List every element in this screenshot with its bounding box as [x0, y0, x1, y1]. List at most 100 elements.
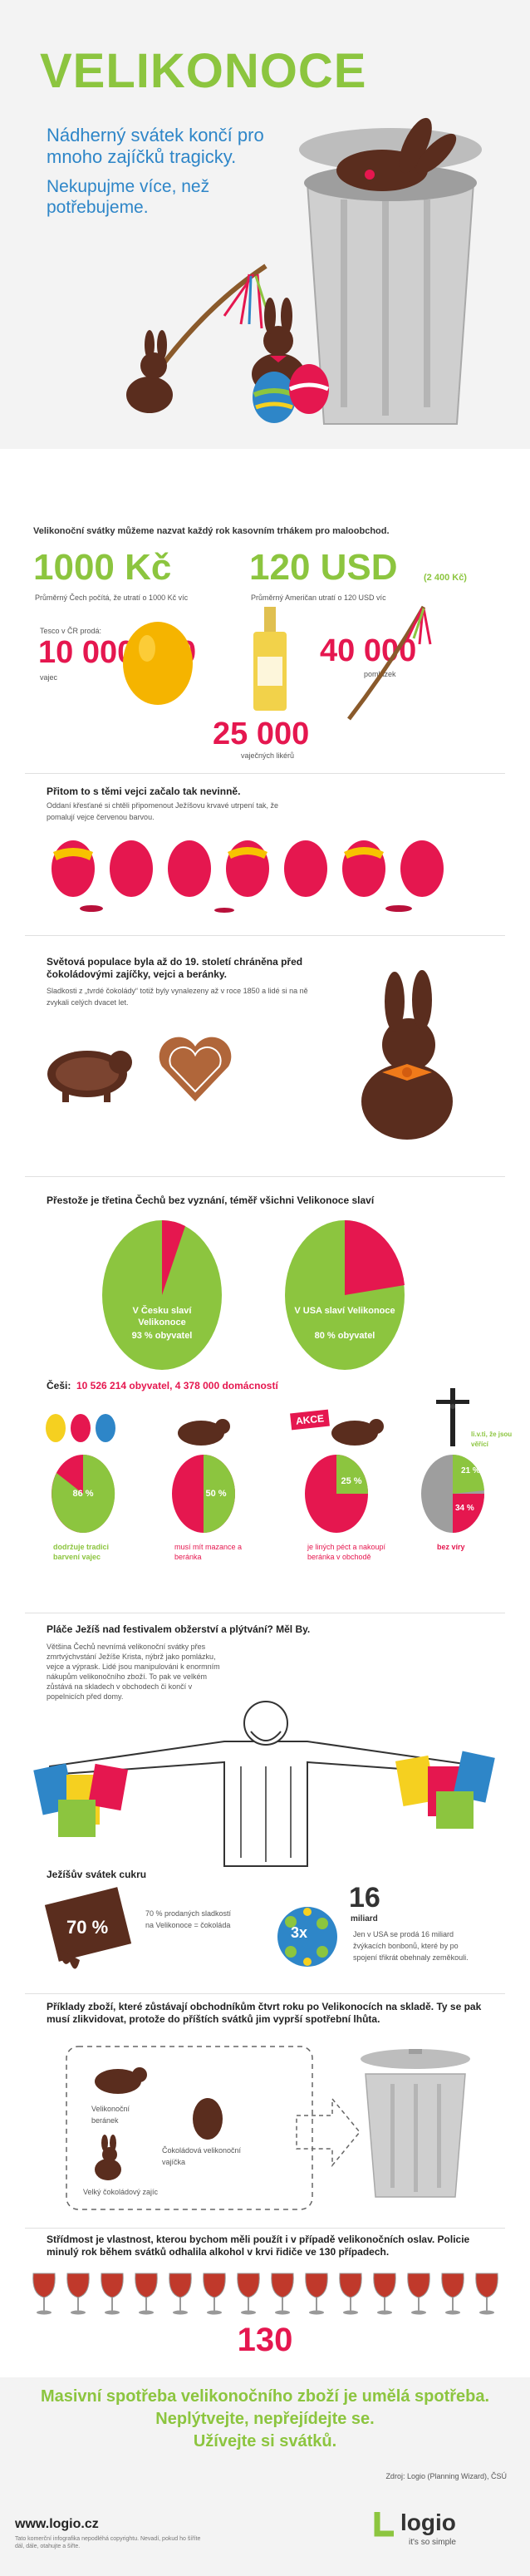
- chocolate-lamb-icon: [331, 1419, 384, 1446]
- history-text: Oddaní křesťané si chtěli připomenout Je…: [47, 801, 279, 821]
- hero-section: VELIKONOCE Nádherný svátek končí pro mno…: [0, 0, 530, 449]
- history-section: Přitom to s těmi vejci začalo tak nevinn…: [0, 781, 530, 935]
- us-religion-label: V USA slaví Velikonoce: [294, 1306, 395, 1316]
- small-eggs-icon: [46, 1414, 115, 1442]
- yellow-egg-icon: [123, 622, 193, 705]
- footer-disclaimer: Tato komerční infografika nepodléhá copy…: [15, 2536, 201, 2549]
- pct-bake-mazanec: 50 %: [205, 1489, 227, 1499]
- waste-bunny-label: Velký čokoládový zajíc: [83, 2188, 159, 2196]
- chocolate-bunny-icon: [361, 970, 453, 1140]
- cz-religion-label: V Česku slaví Velikonoce: [132, 1306, 192, 1327]
- alcohol-section: Střídmost je vlastnost, kterou bychom mě…: [0, 2232, 530, 2369]
- choc-text: 70 % prodaných sladkostí na Velikonoce =…: [145, 1909, 232, 1929]
- chocolate-lamb-icon: [95, 2067, 147, 2094]
- chocolate-lamb-icon: [178, 1419, 230, 1446]
- tesco-label: Tesco v ČR prodá:: [40, 627, 102, 635]
- egg-pie-us: [285, 1219, 405, 1370]
- sugar-section: Ježíšův svátek cukru 70 % 70 % prodaných…: [0, 1862, 530, 2012]
- chocolate-bunny-icon: [126, 330, 173, 413]
- trash-can-icon: [299, 117, 482, 425]
- whip-icon: [347, 605, 432, 721]
- wine-glass-icon: [407, 2273, 430, 2315]
- chocolate-lamb-icon: [47, 1051, 132, 1102]
- whips-value: 40 000: [320, 633, 417, 668]
- wine-glass-icon: [441, 2273, 464, 2315]
- egg-pie-small: [172, 1455, 235, 1533]
- footer-url[interactable]: www.logio.cz: [15, 2517, 99, 2531]
- waste-heading: Příklady zboží, které zůstávají obchodní…: [47, 2001, 482, 2025]
- alcohol-value: 130: [237, 2322, 293, 2358]
- source-note: Zdroj: Logio (Planning Wizard), ČSÚ: [385, 2472, 507, 2480]
- wine-glass-icon: [135, 2273, 158, 2315]
- shopping-bags-right-icon: [395, 1751, 495, 1829]
- trash-can-icon: [361, 2049, 470, 2198]
- egg-pie-cz: [102, 1219, 222, 1370]
- waste-egg-label: Čokoládová velikonoční vajíčka: [162, 2146, 242, 2166]
- liquor-bottle-icon: [253, 607, 287, 711]
- footer-section: Masivní spotřeba velikonočního zboží je …: [0, 2377, 530, 2576]
- dashed-box: [66, 2046, 313, 2210]
- sale-badge: AKCE: [290, 1409, 330, 1431]
- chocolate-bar-icon: [44, 1887, 132, 1969]
- eggs-unit: vajec: [40, 673, 58, 682]
- us-amount-sub: (2 400 Kč): [424, 573, 467, 583]
- wine-glass-icon: [203, 2273, 226, 2315]
- shopping-bags-left-icon: [33, 1763, 129, 1837]
- logio-slogan: it's so simple: [409, 2538, 456, 2547]
- egg-pie-small: [52, 1454, 115, 1533]
- cz-desc: Průměrný Čech počítá, že utratí o 1000 K…: [35, 594, 189, 602]
- wine-glass-icon: [169, 2273, 192, 2315]
- pct-dye-eggs-caption: dodržuje tradici barvení vajec: [53, 1543, 110, 1561]
- czechs-section: Češi: 10 526 214 obyvatel, 4 378 000 dom…: [0, 1380, 530, 1613]
- wine-glass-icon: [475, 2273, 498, 2315]
- religion-section: Přestože je třetina Čechů bez vyznání, t…: [0, 1180, 530, 1380]
- cz-amount: 1000 Kč: [33, 547, 172, 588]
- hero-subtitle-secondary: Nekupujme více, než potřebujeme.: [47, 177, 210, 217]
- pct-bake-mazanec-caption: musí mít mazance a beránka: [174, 1543, 243, 1561]
- crucifix-icon: [436, 1388, 469, 1446]
- choc-percent: 70 %: [66, 1917, 109, 1938]
- pct-dye-eggs: 86 %: [72, 1489, 94, 1499]
- czechs-label: Češi:: [47, 1380, 71, 1391]
- chocolate-section: Světová populace byla až do 19. století …: [0, 943, 530, 1176]
- liquor-value: 25 000: [213, 717, 310, 751]
- arrow-right-icon: [296, 2096, 361, 2168]
- wine-glass-icon: [32, 2273, 56, 2315]
- egg-pie-small: [421, 1454, 484, 1533]
- egg-pie-small: [305, 1455, 368, 1533]
- wine-glass-icon: [237, 2273, 260, 2315]
- red-eggs-row: [52, 840, 444, 913]
- section-divider: [25, 1993, 505, 1994]
- sugar-heading: Ježíšův svátek cukru: [47, 1869, 147, 1880]
- alcohol-heading: Střídmost je vlastnost, kterou bychom mě…: [47, 2234, 470, 2258]
- cz-religion-value: 93 % obyvatel: [131, 1331, 193, 1341]
- wine-glass-icon: [339, 2273, 362, 2315]
- pct-no-faith: 34 %: [455, 1504, 474, 1513]
- logio-logo: logio: [400, 2510, 456, 2535]
- wine-glass-icon: [101, 2273, 124, 2315]
- pct-buy-lamb: 25 %: [341, 1476, 362, 1486]
- pct-no-faith-caption: bez víry: [437, 1543, 465, 1551]
- billion-value: 16: [349, 1882, 380, 1914]
- footer-message-2: Neplýtvejte, nepřejídejte se.: [155, 2410, 375, 2428]
- spending-intro: Velikonoční svátky můžeme nazvat každý r…: [33, 526, 390, 536]
- wine-glass-icon: [66, 2273, 90, 2315]
- billion-text: Jen v USA se prodá 16 miliard žvýkacích …: [353, 1930, 469, 1962]
- spending-section: Velikonoční svátky můžeme nazvat každý r…: [0, 449, 530, 781]
- waste-section: Příklady zboží, které zůstávají obchodní…: [0, 1999, 530, 2219]
- chocolate-heading: Světová populace byla až do 19. století …: [47, 956, 303, 980]
- hero-subtitle: Nádherný svátek končí pro mnoho zajíčků …: [47, 125, 264, 167]
- footer-message-3: Užívejte si svátků.: [193, 2432, 337, 2450]
- jesus-statue-icon: [49, 1701, 483, 1867]
- chocolate-bunny-icon: [95, 2135, 121, 2180]
- billion-unit: miliard: [351, 1914, 378, 1923]
- religion-heading: Přestože je třetina Čechů bez vyznání, t…: [47, 1194, 375, 1206]
- footer-message-1: Masivní spotřeba velikonočního zboží je …: [40, 2387, 490, 2406]
- chocolate-text: Sladkosti z „tvrdé čokolády“ totiž byly …: [47, 987, 308, 1007]
- section-divider: [25, 1176, 505, 1177]
- us-amount: 120 USD: [249, 547, 398, 588]
- candy-globe-icon: [277, 1907, 337, 1967]
- pct-buy-lamb-caption: je liných péct a nakoupí beránka v obcho…: [307, 1543, 386, 1561]
- page-title: VELIKONOCE: [40, 44, 367, 98]
